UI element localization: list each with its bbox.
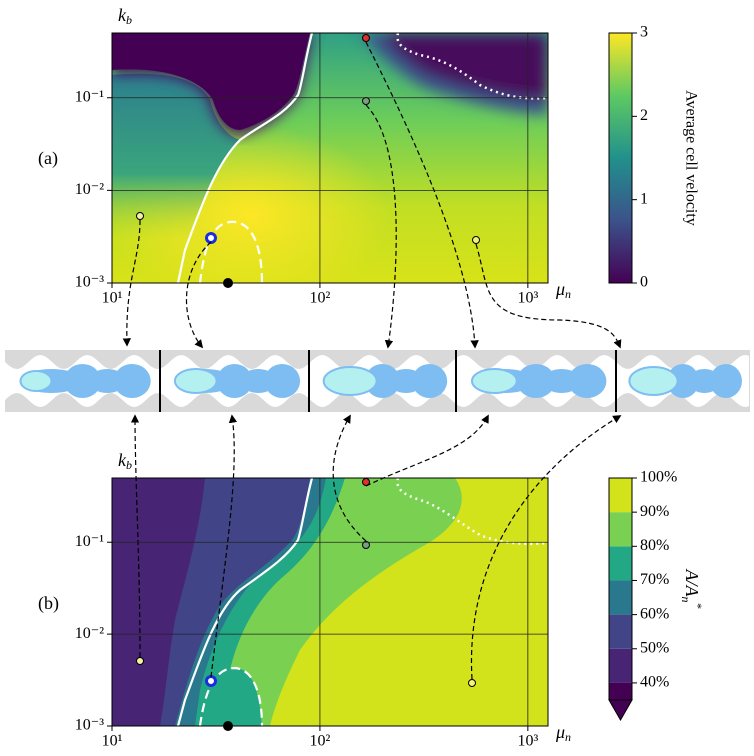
nucleus [173, 368, 218, 394]
x-tick-label: 10¹ [102, 290, 123, 307]
axis-label: kb [118, 5, 132, 27]
y-tick-label: 10⁻² [75, 625, 104, 642]
colorbar-band [609, 580, 632, 615]
colorbar-tick-label: 40% [640, 674, 669, 691]
y-tick-label: 10⁻¹ [75, 533, 104, 550]
x-tick-label: 10³ [517, 733, 538, 750]
colorbar-tick-label: 50% [640, 639, 669, 656]
axis-label-subscript: b [126, 458, 132, 472]
cell-body [516, 364, 556, 398]
axis-label: μn [555, 722, 571, 744]
axis-label-symbol: μ [555, 722, 565, 742]
colorbar-label-subscript: n [679, 597, 693, 603]
colorbar-band [609, 648, 632, 683]
colorbar-tick-label: 2 [640, 107, 648, 124]
colorbar-label: Average cell velocity [682, 90, 699, 226]
cell-body [216, 364, 253, 398]
colorbar-band [609, 682, 632, 700]
colorbar-tick-label: 100% [640, 469, 677, 486]
cell-body [364, 364, 401, 398]
axis-label-symbol: k [118, 5, 127, 25]
nucleus [19, 370, 53, 392]
axis-label: kb [118, 450, 132, 472]
colorbar-tick-label: 0 [640, 274, 648, 291]
y-tick-label: 10⁻³ [75, 717, 104, 734]
y-tick-label: 10⁻¹ [75, 88, 104, 105]
axis-label-subscript: b [126, 13, 132, 27]
colorbar-label-text: A/A [682, 569, 702, 598]
cell-body [666, 364, 700, 398]
axis-label-symbol: k [118, 450, 127, 470]
colorbar-band [609, 512, 632, 547]
nucleus [322, 366, 378, 396]
colorbar-label-superscript: * [691, 603, 705, 609]
plot-frame [111, 477, 549, 727]
plot-frame [111, 32, 549, 284]
colorbar [608, 32, 633, 284]
panel-label: (b) [38, 593, 59, 614]
colorbar-tick-label: 3 [640, 24, 648, 41]
x-tick-label: 10² [310, 733, 331, 750]
cell-body [411, 364, 448, 398]
colorbar-tick-label: 90% [640, 503, 669, 520]
x-tick-label: 10¹ [102, 733, 123, 750]
y-tick-label: 10⁻² [75, 181, 104, 198]
heatmap-a [112, 33, 548, 283]
cell-strip [5, 350, 750, 412]
colorbar-band [609, 546, 632, 581]
cell-body [63, 364, 102, 398]
contour-b [112, 478, 548, 726]
colorbar-tick-label: 80% [640, 537, 669, 554]
nucleus [628, 366, 679, 396]
colorbar-tick-label: 70% [640, 571, 669, 588]
axis-label-symbol: μ [555, 279, 565, 299]
colorbar-label: A/An* [679, 569, 705, 609]
cell-body [264, 364, 301, 398]
colorbar-band [609, 478, 632, 513]
colorbar-tick-label: 1 [640, 190, 648, 207]
arrows [122, 41, 622, 680]
colorbar-extend [608, 699, 633, 722]
cell-body [709, 364, 742, 398]
colorbar-band [609, 614, 632, 649]
nucleus [471, 368, 518, 394]
x-tick-label: 10³ [517, 290, 538, 307]
colorbar-tick-label: 60% [640, 605, 669, 622]
y-tick-label: 10⁻³ [75, 274, 104, 291]
axis-label-subscript: n [565, 287, 571, 301]
axis-label-subscript: n [565, 730, 571, 744]
cell-body [568, 364, 607, 398]
x-tick-label: 10² [310, 290, 331, 307]
panel-label: (a) [38, 148, 58, 169]
axis-label: μn [555, 279, 571, 301]
colorbar-frame [608, 477, 633, 700]
cell-body [113, 364, 151, 398]
